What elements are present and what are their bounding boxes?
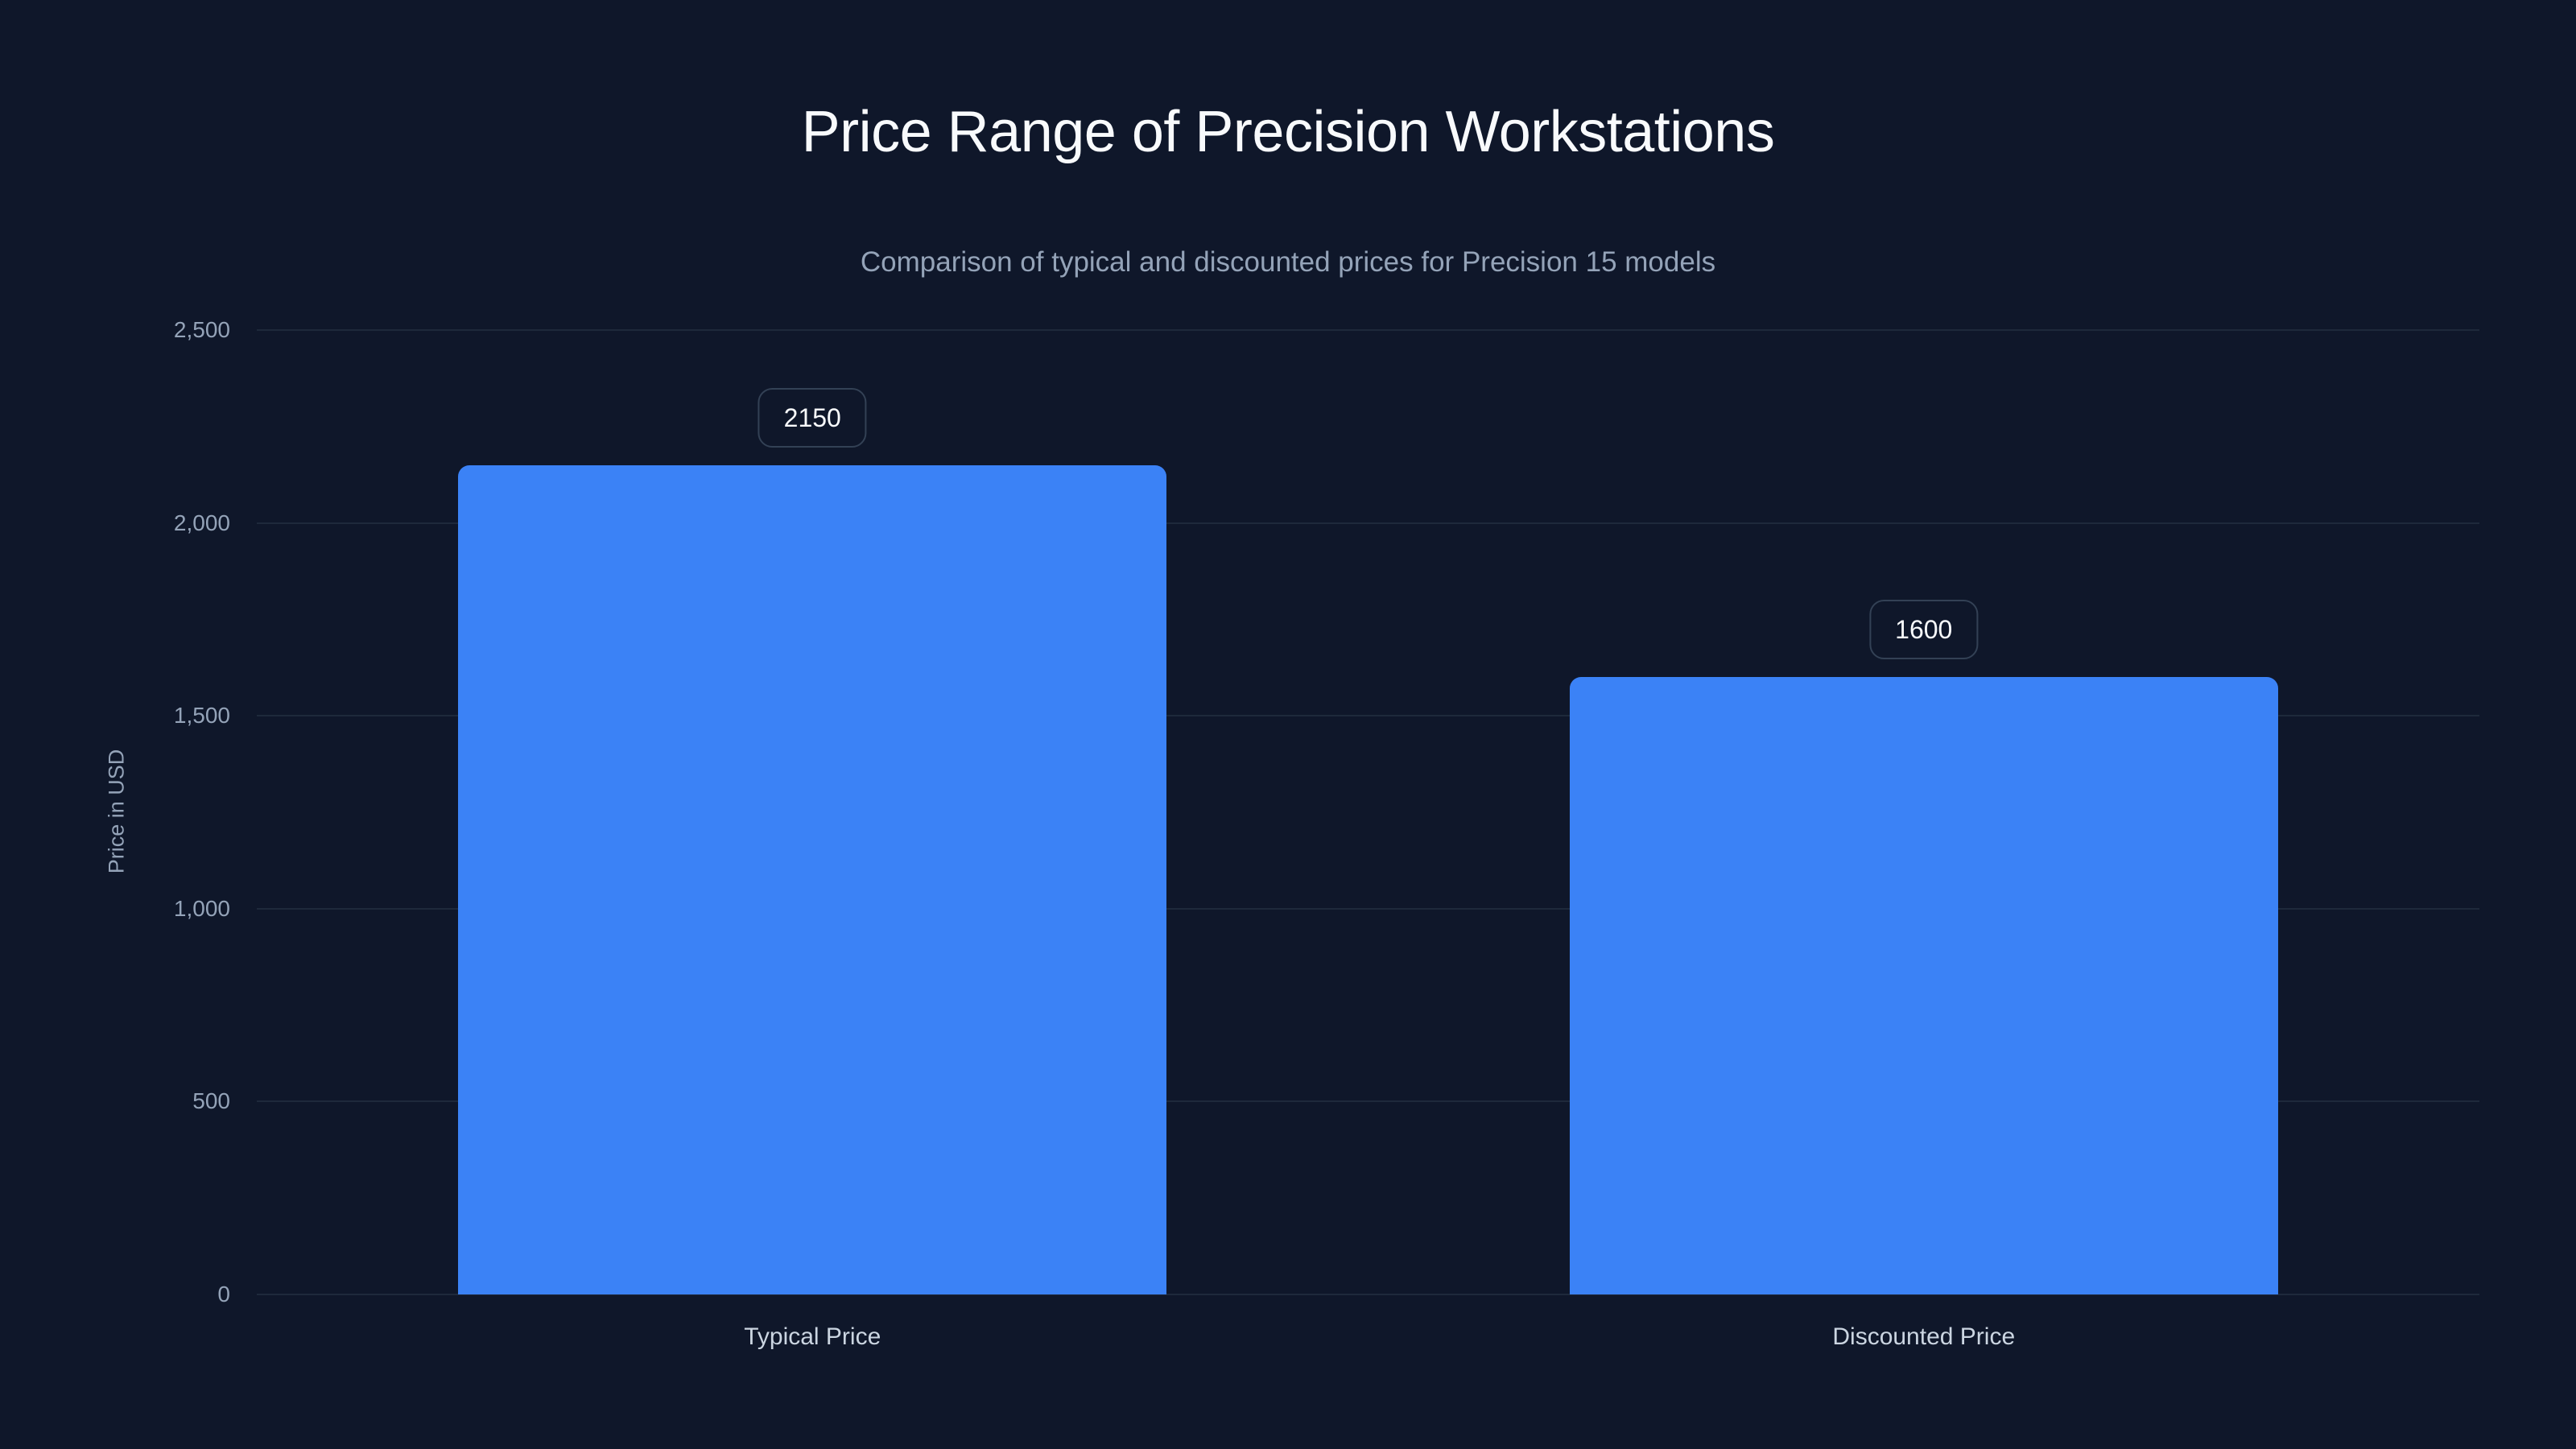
gridline bbox=[257, 329, 2479, 331]
bar[interactable] bbox=[458, 464, 1167, 1294]
chart-subtitle: Comparison of typical and discounted pri… bbox=[860, 246, 1716, 278]
y-tick-label: 2,500 bbox=[173, 317, 230, 342]
y-tick-label: 1,000 bbox=[173, 895, 230, 921]
y-tick-label: 2,000 bbox=[173, 510, 230, 535]
gridline bbox=[257, 522, 2479, 524]
gridline bbox=[257, 1294, 2479, 1295]
gridline bbox=[257, 715, 2479, 717]
bar[interactable] bbox=[1569, 677, 2278, 1294]
chart-title: Price Range of Precision Workstations bbox=[801, 100, 1775, 164]
y-tick-label: 500 bbox=[192, 1088, 230, 1114]
y-tick-label: 0 bbox=[217, 1282, 230, 1307]
x-tick-label: Typical Price bbox=[744, 1323, 881, 1350]
x-tick-label: Discounted Price bbox=[1832, 1323, 2016, 1350]
y-tick-label: 1,500 bbox=[173, 703, 230, 729]
y-axis-title: Price in USD bbox=[104, 749, 129, 874]
data-label: 2150 bbox=[758, 387, 867, 448]
plot-area: 2150 1600 bbox=[257, 329, 2479, 1295]
gridline bbox=[257, 1100, 2479, 1103]
gridline bbox=[257, 907, 2479, 910]
data-label: 1600 bbox=[1869, 600, 1979, 660]
